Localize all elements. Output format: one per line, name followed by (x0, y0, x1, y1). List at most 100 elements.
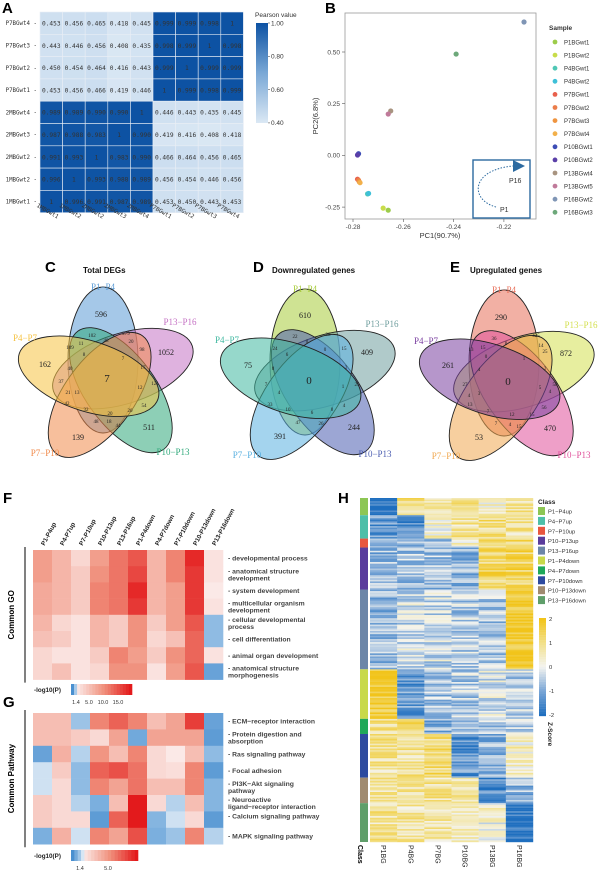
heatmap-cell (370, 730, 398, 733)
heatmap-cell (424, 505, 452, 508)
heatmap-cell (505, 549, 534, 551)
x-tick-label: -0.24 (446, 224, 461, 231)
heatmap-cell (505, 825, 534, 828)
heatmap-cell (478, 578, 507, 581)
heatmap-cell (424, 662, 452, 665)
heatmap-cell (451, 796, 479, 799)
venn-region-count: 20 (108, 412, 114, 417)
heatmap-cell (505, 581, 534, 584)
heatmap-cell (424, 780, 452, 783)
heatmap-cell (397, 654, 425, 657)
heatmap-cell (204, 811, 224, 829)
heatmap-cell (370, 790, 398, 793)
heatmap-cell (370, 688, 398, 691)
panel-label-d: D (253, 259, 264, 276)
heatmap-cell (424, 702, 452, 705)
zscore-colorbar-segment (539, 693, 546, 697)
heatmap-cell (505, 670, 534, 673)
heatmap-cell (370, 597, 398, 600)
heatmap-cell (451, 666, 479, 668)
heatmap-cell (478, 594, 507, 597)
colorbar-title: -log10(P) (34, 853, 61, 860)
heatmap-cell (424, 570, 452, 572)
heatmap-cell (451, 619, 479, 622)
heatmap-cell (397, 761, 425, 764)
data-point (380, 205, 386, 211)
heatmap-cell (397, 581, 425, 584)
heatmap-cell (397, 748, 425, 751)
venn-set-ellipse (17, 335, 160, 417)
heatmap-cell (397, 743, 425, 746)
heatmap-cell (505, 669, 534, 672)
venn-set-label: P4−P7 (13, 333, 38, 343)
heatmap-cell (424, 795, 452, 797)
cell-value: 0.453 (42, 87, 61, 94)
venn-region-count: 872 (560, 349, 572, 358)
heatmap-cell (451, 746, 479, 749)
heatmap-cell (424, 571, 452, 574)
heatmap-cell (204, 582, 224, 599)
heatmap-cell (370, 804, 398, 807)
legend-swatch (552, 92, 558, 97)
heatmap-cell (397, 827, 425, 830)
class-legend-label: P7−P10up (548, 529, 575, 535)
heatmap-cell (424, 519, 452, 522)
heatmap-cell (397, 667, 425, 670)
heatmap-cell (424, 812, 452, 815)
heatmap-cell (128, 795, 148, 812)
heatmap-cell (71, 795, 91, 812)
heatmap-cell (370, 553, 398, 556)
heatmap-cell (505, 680, 534, 683)
heatmap-cell (478, 732, 507, 735)
heatmap-cell (424, 552, 452, 555)
heatmap-cell (370, 592, 398, 595)
heatmap-cell (424, 819, 452, 822)
heatmap-cell (505, 809, 534, 812)
heatmap-cell (505, 603, 534, 606)
heatmap-cell (370, 631, 398, 633)
cell-value: 0.998 (223, 43, 242, 50)
heatmap-cell (478, 750, 507, 752)
heatmap-cell (52, 598, 72, 616)
heatmap-cell (478, 837, 507, 839)
heatmap-cell (505, 579, 534, 582)
colorbar-segment (87, 850, 92, 861)
heatmap-cell (397, 819, 425, 822)
data-point (385, 207, 391, 213)
heatmap-cell (397, 571, 425, 574)
heatmap-cell (451, 635, 479, 638)
heatmap-cell (147, 663, 167, 680)
heatmap-cell (397, 814, 425, 817)
venn-region-count: 20 (129, 340, 135, 345)
cell-value: 0.999 (200, 65, 219, 72)
heatmap-cell (451, 566, 479, 569)
heatmap-cell (185, 631, 205, 648)
legend-label: P7BGwt1 (564, 93, 590, 99)
heatmap-cell (370, 533, 398, 536)
heatmap-cell (370, 629, 398, 632)
zscore-colorbar-segment (539, 706, 546, 709)
heatmap-cell (478, 717, 507, 720)
heatmap-cell (424, 664, 452, 667)
colorbar-tick-label: 1 (549, 641, 552, 647)
heatmap-cell (478, 537, 507, 539)
heatmap-cell (370, 717, 398, 720)
venn-region-count: 26 (319, 422, 325, 427)
colorbar-segment (121, 850, 125, 861)
heatmap-cell (424, 546, 452, 548)
venn-region-count: 109 (66, 346, 74, 351)
heatmap-cell (505, 791, 534, 794)
heatmap-cell (370, 745, 398, 748)
heatmap-cell (505, 555, 534, 558)
heatmap-cell (370, 832, 398, 835)
heatmap-cell (424, 675, 452, 678)
heatmap-cell (505, 677, 534, 680)
heatmap-cell (370, 756, 398, 759)
heatmap-cell (505, 565, 534, 568)
heatmap-cell (505, 698, 534, 700)
heatmap-cell (424, 710, 452, 713)
class-bar-segment (360, 515, 368, 539)
heatmap-cell (397, 820, 425, 823)
heatmap-cell (424, 512, 452, 514)
colorbar-segment (104, 684, 108, 695)
